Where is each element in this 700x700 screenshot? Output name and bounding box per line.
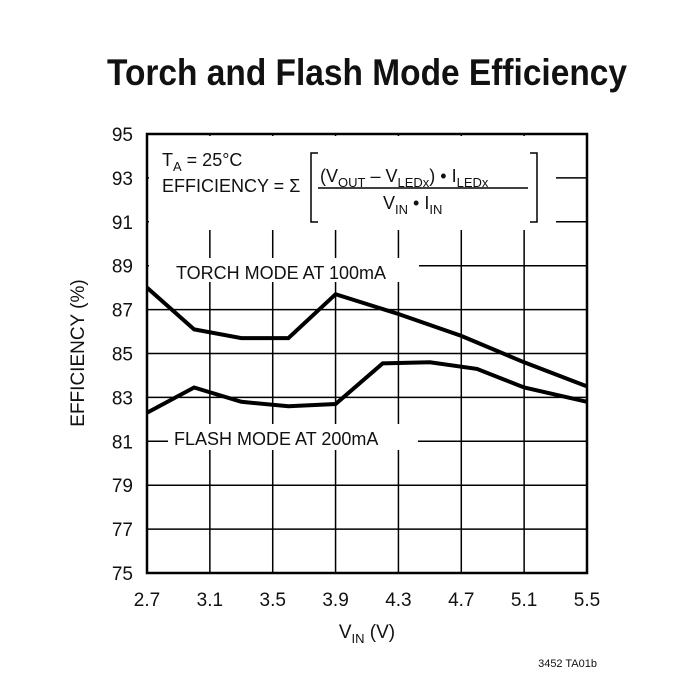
y-tick-label: 83 bbox=[112, 388, 133, 409]
series-lines bbox=[145, 286, 588, 415]
y-tick-label: 79 bbox=[112, 476, 133, 497]
x-tick-label: 3.9 bbox=[322, 590, 348, 611]
x-axis-label: VIN (V) bbox=[339, 622, 395, 646]
torch-mode-line bbox=[145, 286, 588, 389]
x-tick-label: 4.3 bbox=[385, 590, 411, 611]
y-tick-label: 75 bbox=[112, 564, 133, 585]
y-tick-label: 77 bbox=[112, 520, 133, 541]
formula-denominator: VIN • IIN bbox=[383, 193, 442, 217]
y-tick-label: 91 bbox=[112, 213, 133, 234]
y-tick-label: 89 bbox=[112, 257, 133, 278]
formula-numerator: (VOUT – VLEDx) • ILEDx bbox=[320, 166, 489, 190]
y-tick-label: 81 bbox=[112, 432, 133, 453]
figure-id: 3452 TA01b bbox=[538, 658, 597, 670]
y-tick-label: 95 bbox=[112, 125, 133, 146]
torch-series-label: TORCH MODE AT 100mA bbox=[176, 263, 386, 283]
annotation-bg bbox=[149, 136, 556, 230]
ta-annotation: TA = 25°C bbox=[162, 150, 242, 174]
x-tick-label: 5.1 bbox=[511, 590, 537, 611]
plot-frame bbox=[145, 132, 589, 575]
x-tick-label: 3.1 bbox=[197, 590, 223, 611]
torch-label-bg bbox=[149, 258, 419, 282]
chart-title: Torch and Flash Mode Efficiency bbox=[107, 52, 627, 93]
x-tick-label: 2.7 bbox=[134, 590, 160, 611]
y-tick-label: 85 bbox=[112, 345, 133, 366]
y-tick-label: 93 bbox=[112, 169, 133, 190]
x-tick-label: 4.7 bbox=[448, 590, 474, 611]
flash-label-bg bbox=[168, 424, 418, 450]
x-tick-labels: 2.7 3.1 3.5 3.9 4.3 4.7 5.1 5.5 bbox=[134, 590, 600, 611]
y-tick-labels: 75 77 79 81 83 85 87 89 91 93 95 bbox=[112, 125, 133, 585]
flash-mode-line bbox=[146, 360, 588, 415]
efficiency-formula-label: EFFICIENCY = Σ bbox=[162, 176, 300, 196]
flash-series-label: FLASH MODE AT 200mA bbox=[174, 429, 378, 449]
y-axis-label: EFFICIENCY (%) bbox=[68, 279, 89, 426]
x-tick-label: 3.5 bbox=[260, 590, 286, 611]
formula-brackets bbox=[310, 152, 538, 223]
x-tick-label: 5.5 bbox=[574, 590, 600, 611]
y-tick-label: 87 bbox=[112, 301, 133, 322]
